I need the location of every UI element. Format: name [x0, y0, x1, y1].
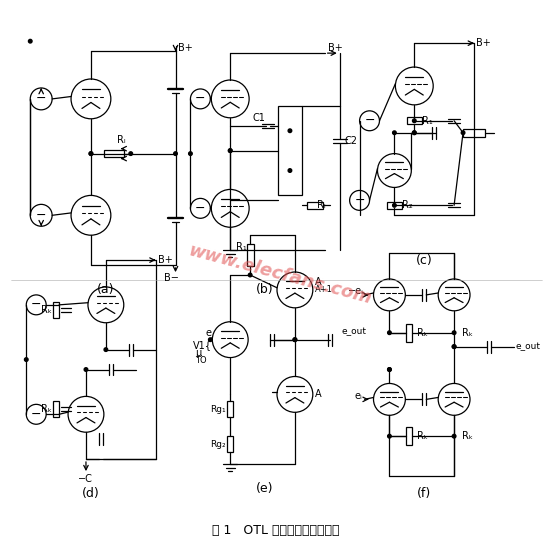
Text: (d): (d) — [82, 487, 100, 500]
Circle shape — [228, 149, 232, 152]
Text: B+: B+ — [328, 43, 342, 53]
Text: Rₖ: Rₖ — [41, 305, 52, 315]
Bar — [307, 202, 323, 209]
Text: Rₖ: Rₖ — [418, 431, 428, 441]
Text: V1{: V1{ — [192, 340, 211, 350]
Circle shape — [129, 152, 133, 156]
Text: e: e — [205, 328, 211, 338]
Bar — [406, 324, 413, 342]
Circle shape — [393, 131, 396, 135]
Text: TO: TO — [195, 356, 207, 365]
Circle shape — [388, 331, 391, 334]
Bar — [407, 117, 422, 124]
Text: (e): (e) — [256, 482, 274, 496]
Text: Rg₁: Rg₁ — [210, 405, 226, 414]
Text: R₁: R₁ — [422, 116, 433, 126]
Circle shape — [388, 368, 391, 371]
Text: R₂: R₂ — [403, 200, 413, 210]
Text: R₁: R₁ — [236, 242, 247, 252]
Circle shape — [293, 338, 297, 342]
Text: Rₗ: Rₗ — [317, 200, 325, 210]
Text: (c): (c) — [416, 254, 432, 267]
Text: −: − — [31, 408, 41, 421]
Circle shape — [293, 338, 297, 342]
Text: μ: μ — [195, 348, 202, 358]
Text: B+: B+ — [476, 38, 491, 48]
Text: A: A — [315, 277, 321, 287]
Text: Rₖ: Rₖ — [41, 404, 52, 414]
Bar — [53, 302, 59, 318]
Circle shape — [288, 129, 292, 133]
Circle shape — [288, 169, 292, 172]
Text: B−: B− — [164, 273, 179, 283]
Circle shape — [228, 149, 232, 152]
Bar — [53, 402, 59, 417]
Text: eᵢ: eᵢ — [354, 392, 362, 402]
Text: A: A — [315, 389, 321, 399]
Bar — [406, 427, 413, 445]
Text: C1: C1 — [252, 113, 265, 123]
Text: −eᵢ: −eᵢ — [348, 286, 364, 296]
Circle shape — [89, 152, 93, 156]
Text: Rₖ: Rₖ — [418, 328, 428, 338]
Text: −: − — [354, 194, 365, 207]
Text: −: − — [364, 114, 375, 127]
Text: Rg₂: Rg₂ — [210, 439, 226, 449]
Text: (b): (b) — [256, 283, 274, 296]
Bar — [227, 436, 233, 452]
Text: (a): (a) — [97, 283, 114, 296]
Circle shape — [248, 273, 252, 277]
Text: A+1: A+1 — [315, 285, 333, 294]
Text: Rₖ: Rₖ — [462, 431, 473, 441]
Text: −: − — [195, 202, 206, 215]
Bar — [463, 129, 485, 137]
Text: B+: B+ — [158, 255, 173, 265]
Circle shape — [413, 131, 416, 135]
Text: −: − — [31, 298, 41, 311]
Circle shape — [189, 152, 192, 156]
Text: www.elecfans.com: www.elecfans.com — [186, 242, 374, 308]
Circle shape — [393, 204, 396, 207]
Bar — [104, 150, 124, 157]
Circle shape — [174, 152, 178, 156]
Bar — [278, 106, 302, 195]
Bar — [247, 244, 254, 266]
Text: −C: −C — [78, 474, 93, 484]
Circle shape — [28, 40, 32, 43]
Bar — [387, 202, 402, 209]
Text: B+: B+ — [179, 43, 193, 53]
Text: e_out: e_out — [342, 327, 367, 336]
Circle shape — [452, 345, 456, 349]
Circle shape — [452, 345, 456, 349]
Text: e_out: e_out — [516, 342, 541, 351]
Text: 图 1   OTL 无输出功放基本电路: 图 1 OTL 无输出功放基本电路 — [212, 524, 340, 537]
Circle shape — [452, 434, 456, 438]
Circle shape — [452, 331, 456, 334]
Text: C2: C2 — [345, 136, 358, 146]
Circle shape — [388, 434, 391, 438]
Bar — [227, 402, 233, 417]
Circle shape — [461, 131, 465, 135]
Text: −: − — [36, 92, 46, 106]
Text: Rₗ: Rₗ — [117, 135, 126, 145]
Circle shape — [84, 368, 88, 371]
Circle shape — [388, 368, 391, 371]
Circle shape — [104, 348, 108, 351]
Circle shape — [413, 131, 416, 135]
Circle shape — [89, 152, 93, 156]
Circle shape — [413, 119, 416, 123]
Text: (f): (f) — [417, 487, 431, 500]
Circle shape — [24, 358, 28, 361]
Text: −: − — [36, 209, 46, 222]
Text: −: − — [195, 92, 206, 106]
Circle shape — [208, 338, 212, 342]
Text: Rₖ: Rₖ — [462, 328, 473, 338]
